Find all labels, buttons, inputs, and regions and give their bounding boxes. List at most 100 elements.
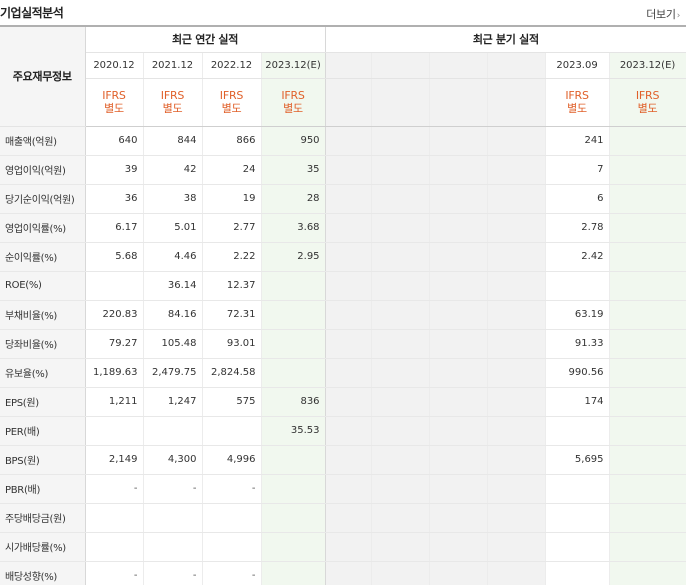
table-row: 시가배당률(%) bbox=[0, 532, 686, 562]
cell-quarterly-4 bbox=[545, 271, 610, 301]
period-header-quarterly-3 bbox=[487, 52, 546, 79]
table-row: 영업이익(억원) 39 42 24 35 7 bbox=[0, 155, 686, 185]
cell-quarterly-1 bbox=[371, 386, 430, 417]
cell-quarterly-4: 174 bbox=[545, 386, 610, 417]
cell-quarterly-5 bbox=[609, 184, 686, 214]
cell-quarterly-1 bbox=[371, 474, 430, 504]
cell-annual-1: - bbox=[143, 561, 203, 585]
cell-annual-1: 2,479.75 bbox=[143, 358, 203, 388]
cell-quarterly-4: 63.19 bbox=[545, 299, 610, 330]
financial-summary-table: 주요재무정보 최근 연간 실적 최근 분기 실적 2020.12 2021.12 2… bbox=[0, 25, 686, 585]
cell-annual-2: - bbox=[202, 474, 262, 504]
row-label: PBR(배) bbox=[0, 474, 86, 504]
cell-quarterly-5 bbox=[609, 416, 686, 446]
cell-quarterly-1 bbox=[371, 271, 430, 301]
table-row: EPS(원) 1,211 1,247 575 836 174 bbox=[0, 386, 686, 417]
table-row: ROE(%) 36.14 12.37 bbox=[0, 271, 686, 301]
cell-annual-1: 84.16 bbox=[143, 299, 203, 330]
cell-quarterly-4: 2.78 bbox=[545, 212, 610, 243]
cell-annual-0: - bbox=[85, 561, 144, 585]
row-label: 시가배당률(%) bbox=[0, 532, 86, 562]
row-label: 당기순이익(억원) bbox=[0, 184, 86, 214]
ifrs-type-label: 별도 bbox=[637, 102, 658, 115]
row-label: 당좌비율(%) bbox=[0, 329, 86, 359]
cell-quarterly-3 bbox=[487, 126, 546, 156]
cell-quarterly-3 bbox=[487, 184, 546, 214]
cell-quarterly-3 bbox=[487, 561, 546, 585]
table-row: 매출액(억원) 640 844 866 950 241 bbox=[0, 126, 686, 156]
cell-annual-0 bbox=[85, 532, 144, 562]
cell-quarterly-0 bbox=[325, 184, 372, 214]
cell-quarterly-5 bbox=[609, 358, 686, 388]
cell-annual-0: 5.68 bbox=[85, 242, 144, 272]
cell-annual-2 bbox=[202, 532, 262, 562]
cell-quarterly-5 bbox=[609, 561, 686, 585]
period-header-quarterly-1 bbox=[371, 52, 430, 79]
table-row: 영업이익률(%) 6.17 5.01 2.77 3.68 2.78 bbox=[0, 212, 686, 243]
cell-quarterly-2 bbox=[429, 358, 488, 388]
cell-annual-3: 2.95 bbox=[261, 242, 326, 272]
cell-annual-1: 42 bbox=[143, 155, 203, 185]
cell-quarterly-5 bbox=[609, 474, 686, 504]
cell-annual-0: 79.27 bbox=[85, 329, 144, 359]
page-title: 기업실적분석 bbox=[0, 6, 64, 20]
cell-annual-3: 950 bbox=[261, 126, 326, 156]
cell-quarterly-2 bbox=[429, 386, 488, 417]
row-label: 순이익률(%) bbox=[0, 242, 86, 272]
cell-quarterly-2 bbox=[429, 445, 488, 475]
ifrs-label: IFRS bbox=[160, 89, 185, 102]
group-header-annual: 최근 연간 실적 bbox=[85, 26, 326, 53]
row-label: 주당배당금(원) bbox=[0, 502, 86, 533]
ifrs-header-quarterly-4: IFRS 별도 bbox=[545, 78, 610, 127]
cell-quarterly-5 bbox=[609, 155, 686, 185]
cell-quarterly-2 bbox=[429, 155, 488, 185]
ifrs-header-quarterly-2 bbox=[429, 78, 488, 127]
cell-annual-3: 28 bbox=[261, 184, 326, 214]
cell-quarterly-5 bbox=[609, 212, 686, 243]
cell-quarterly-5 bbox=[609, 532, 686, 562]
cell-annual-0: 640 bbox=[85, 126, 144, 156]
cell-annual-2: 575 bbox=[202, 386, 262, 417]
cell-quarterly-3 bbox=[487, 474, 546, 504]
cell-quarterly-5 bbox=[609, 271, 686, 301]
ifrs-header-annual-1: IFRS 별도 bbox=[143, 78, 203, 127]
row-label: 매출액(억원) bbox=[0, 126, 86, 156]
cell-annual-2: 12.37 bbox=[202, 271, 262, 301]
cell-quarterly-1 bbox=[371, 445, 430, 475]
cell-annual-2: 4,996 bbox=[202, 445, 262, 475]
ifrs-type-label: 별도 bbox=[283, 102, 303, 115]
cell-annual-2: 93.01 bbox=[202, 329, 262, 359]
cell-quarterly-2 bbox=[429, 242, 488, 272]
cell-annual-3: 35.53 bbox=[261, 416, 326, 446]
cell-quarterly-3 bbox=[487, 445, 546, 475]
cell-quarterly-4 bbox=[545, 474, 610, 504]
cell-annual-3 bbox=[261, 561, 326, 585]
cell-annual-2 bbox=[202, 502, 262, 533]
cell-quarterly-1 bbox=[371, 155, 430, 185]
table-row: 당기순이익(억원) 36 38 19 28 6 bbox=[0, 184, 686, 214]
period-header-quarterly-5: 2023.12(E) bbox=[609, 52, 686, 79]
row-label: 유보율(%) bbox=[0, 358, 86, 388]
cell-quarterly-2 bbox=[429, 502, 488, 533]
cell-annual-0: - bbox=[85, 474, 144, 504]
cell-quarterly-2 bbox=[429, 212, 488, 243]
table-row: 주당배당금(원) bbox=[0, 502, 686, 533]
period-header-annual-1: 2021.12 bbox=[143, 52, 203, 79]
more-link[interactable]: 더보기› bbox=[646, 6, 680, 22]
cell-annual-0: 1,211 bbox=[85, 386, 144, 417]
cell-annual-2: 2,824.58 bbox=[202, 358, 262, 388]
table-row: PBR(배) - - - bbox=[0, 474, 686, 504]
cell-annual-1: 105.48 bbox=[143, 329, 203, 359]
cell-annual-3 bbox=[261, 532, 326, 562]
period-header-annual-3: 2023.12(E) bbox=[261, 52, 326, 79]
table-row: 부채비율(%) 220.83 84.16 72.31 63.19 bbox=[0, 299, 686, 330]
cell-quarterly-2 bbox=[429, 299, 488, 330]
cell-quarterly-1 bbox=[371, 329, 430, 359]
cell-quarterly-2 bbox=[429, 126, 488, 156]
cell-quarterly-5 bbox=[609, 242, 686, 272]
ifrs-label: IFRS bbox=[102, 89, 126, 102]
cell-quarterly-0 bbox=[325, 242, 372, 272]
cell-quarterly-0 bbox=[325, 329, 372, 359]
ifrs-header-annual-3: IFRS 별도 bbox=[261, 78, 326, 127]
row-label: EPS(원) bbox=[0, 386, 86, 417]
